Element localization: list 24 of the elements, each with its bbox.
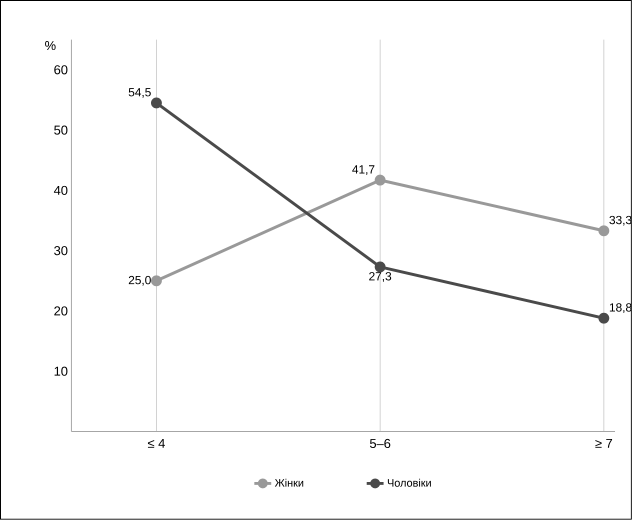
x-tick-label: ≥ 7 xyxy=(595,439,612,448)
y-tick-label: 20 xyxy=(54,306,68,316)
y-tick-label: 50 xyxy=(54,126,68,135)
data-label: 27,3 xyxy=(369,272,392,282)
data-label: 33,3 xyxy=(609,216,632,226)
y-axis-title: % xyxy=(45,41,56,50)
x-tick-label: ≤ 4 xyxy=(148,439,165,448)
point xyxy=(374,262,386,272)
data-label: 25,0 xyxy=(128,276,151,286)
data-label: 18,8 xyxy=(610,303,632,314)
x-tick-label: 5–6 xyxy=(370,439,390,448)
legend-label: Жінки xyxy=(274,478,304,487)
data-label: 41,7 xyxy=(352,165,374,176)
legend-label: Чоловіки xyxy=(388,478,431,487)
y-tick-label: 30 xyxy=(54,246,68,256)
y-tick-label: 60 xyxy=(54,65,68,74)
point xyxy=(150,98,162,109)
y-tick-label: 10 xyxy=(54,366,68,376)
point xyxy=(598,312,610,324)
point xyxy=(374,174,386,186)
data-label: 54,5 xyxy=(128,88,151,98)
point xyxy=(150,275,162,286)
point xyxy=(598,225,610,236)
y-tick-label: 40 xyxy=(54,186,68,196)
